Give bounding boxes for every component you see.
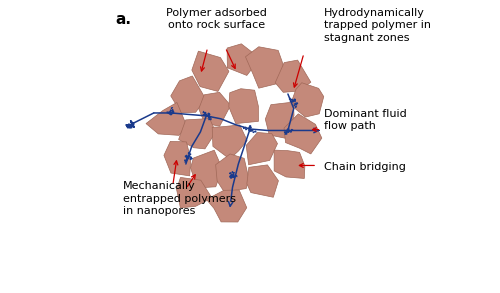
Polygon shape <box>246 132 278 165</box>
Polygon shape <box>199 92 230 126</box>
Polygon shape <box>227 44 260 75</box>
Polygon shape <box>171 76 205 113</box>
Polygon shape <box>190 150 222 188</box>
Polygon shape <box>176 178 212 208</box>
Polygon shape <box>146 103 187 135</box>
Polygon shape <box>274 150 305 178</box>
Polygon shape <box>275 60 311 92</box>
Polygon shape <box>164 141 190 176</box>
Polygon shape <box>178 118 216 149</box>
Text: Hydrodynamically
trapped polymer in
stagnant zones: Hydrodynamically trapped polymer in stag… <box>324 8 432 43</box>
Polygon shape <box>290 83 324 117</box>
Text: Polymer adsorbed
onto rock surface: Polymer adsorbed onto rock surface <box>166 8 267 30</box>
Polygon shape <box>246 47 288 88</box>
Polygon shape <box>192 51 229 91</box>
Polygon shape <box>247 165 278 197</box>
Text: Mechanically
entrapped polymers
in nanopores: Mechanically entrapped polymers in nanop… <box>123 181 236 216</box>
Polygon shape <box>284 114 322 154</box>
Polygon shape <box>216 154 249 192</box>
Text: Chain bridging: Chain bridging <box>324 162 406 172</box>
Polygon shape <box>266 102 294 139</box>
Polygon shape <box>212 125 247 159</box>
Text: Dominant fluid
flow path: Dominant fluid flow path <box>324 109 407 132</box>
Polygon shape <box>206 190 246 222</box>
Polygon shape <box>229 89 258 124</box>
Text: a.: a. <box>116 12 132 27</box>
